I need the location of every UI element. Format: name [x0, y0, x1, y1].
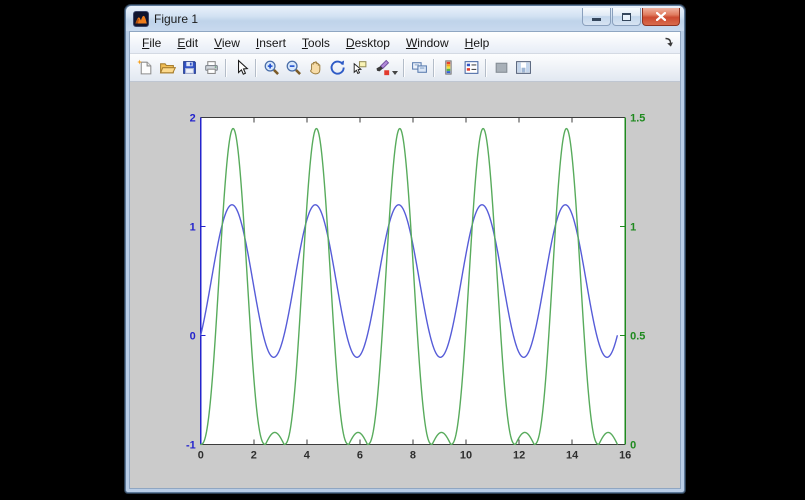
brush-data-button-dropdown-caret[interactable] — [392, 70, 398, 75]
zoom-in-icon — [263, 59, 280, 76]
svg-text:8: 8 — [410, 449, 416, 461]
svg-text:12: 12 — [513, 449, 525, 461]
rotate-3d-button[interactable] — [326, 57, 348, 79]
svg-text:0: 0 — [198, 449, 204, 461]
svg-text:1: 1 — [190, 222, 196, 234]
menu-item-file[interactable]: File — [142, 35, 162, 50]
restore-button[interactable] — [612, 8, 641, 26]
arrow-cursor-icon — [233, 59, 250, 76]
insert-colorbar-button[interactable] — [438, 57, 460, 79]
toolbar-separator — [485, 58, 487, 77]
toolbar-separator — [225, 58, 227, 77]
svg-text:4: 4 — [304, 449, 310, 461]
dock-arrow-icon — [664, 37, 673, 47]
svg-text:14: 14 — [566, 449, 578, 461]
colorbar-icon — [441, 59, 458, 76]
close-button[interactable] — [642, 8, 680, 26]
save-figure-button[interactable] — [178, 57, 200, 79]
close-icon — [656, 12, 666, 21]
green-right-series — [200, 127, 618, 446]
svg-text:2: 2 — [190, 113, 196, 125]
titlebar[interactable]: Figure 1 — [126, 6, 684, 31]
svg-text:1: 1 — [630, 222, 636, 234]
minimize-icon — [592, 18, 601, 21]
matlab-icon — [133, 10, 149, 27]
hand-pan-icon — [307, 59, 324, 76]
link-plot-icon — [411, 59, 428, 76]
menu-item-desktop[interactable]: Desktop — [345, 35, 390, 50]
svg-text:16: 16 — [619, 449, 631, 461]
printer-icon — [203, 59, 220, 76]
dock-figure-button[interactable] — [662, 37, 676, 49]
data-cursor-icon — [351, 59, 368, 76]
rotate-3d-icon — [329, 59, 346, 76]
window-controls — [582, 8, 680, 26]
edit-plot-button[interactable] — [230, 57, 252, 79]
menubar: File Edit View Insert Tools Desktop Window Help — [130, 32, 680, 54]
menu-item-view[interactable]: View — [214, 35, 240, 50]
toolbar-separator — [403, 58, 405, 77]
minimize-button[interactable] — [582, 8, 611, 26]
open-folder-icon — [159, 59, 176, 76]
menu-item-insert[interactable]: Insert — [255, 35, 286, 50]
save-floppy-icon — [181, 59, 198, 76]
svg-text:1.5: 1.5 — [630, 113, 645, 125]
pan-button[interactable] — [304, 57, 326, 79]
svg-text:-1: -1 — [186, 439, 196, 451]
brush-data-button[interactable] — [370, 57, 392, 79]
svg-text:2: 2 — [251, 449, 257, 461]
menu-item-tools[interactable]: Tools — [301, 35, 330, 50]
toolbar-separator — [255, 58, 257, 77]
new-figure-button[interactable] — [134, 57, 156, 79]
menu-item-help[interactable]: Help — [464, 35, 490, 50]
figure-client-area: File Edit View Insert Tools Desktop Window Help… — [129, 31, 681, 489]
svg-text:0: 0 — [190, 330, 196, 342]
print-figure-button[interactable] — [200, 57, 222, 79]
show-plot-tools-icon — [515, 59, 532, 76]
svg-text:0.5: 0.5 — [630, 330, 645, 342]
insert-legend-button[interactable] — [460, 57, 482, 79]
open-file-button[interactable] — [156, 57, 178, 79]
blue-left-series — [200, 204, 618, 358]
zoom-in-button[interactable] — [260, 57, 282, 79]
hide-plot-tools-button[interactable] — [490, 57, 512, 79]
new-document-icon — [136, 59, 154, 76]
menu-item-edit[interactable]: Edit — [177, 35, 199, 50]
figure-toolbar — [130, 54, 680, 82]
menu-item-window[interactable]: Window — [405, 35, 449, 50]
brush-icon — [373, 59, 390, 76]
zoom-out-button[interactable] — [282, 57, 304, 79]
window-title: Figure 1 — [154, 11, 199, 26]
svg-text:0: 0 — [630, 439, 636, 451]
svg-text:6: 6 — [357, 449, 363, 461]
toolbar-separator — [433, 58, 435, 77]
figure-window: Figure 1 File Edit View Insert Tools Desktop W… — [125, 5, 685, 493]
svg-text:10: 10 — [460, 449, 472, 461]
data-cursor-button[interactable] — [348, 57, 370, 79]
restore-icon — [622, 12, 631, 21]
zoom-out-icon — [285, 59, 302, 76]
figure-canvas: 0 2 4 6 8 10 12 14 16 -1 0 1 2 0 0.5 1 1.5 — [130, 82, 680, 488]
show-plot-tools-button[interactable] — [512, 57, 534, 79]
legend-icon — [463, 59, 480, 76]
hide-plot-tools-icon — [493, 59, 510, 76]
link-plot-button[interactable] — [408, 57, 430, 79]
